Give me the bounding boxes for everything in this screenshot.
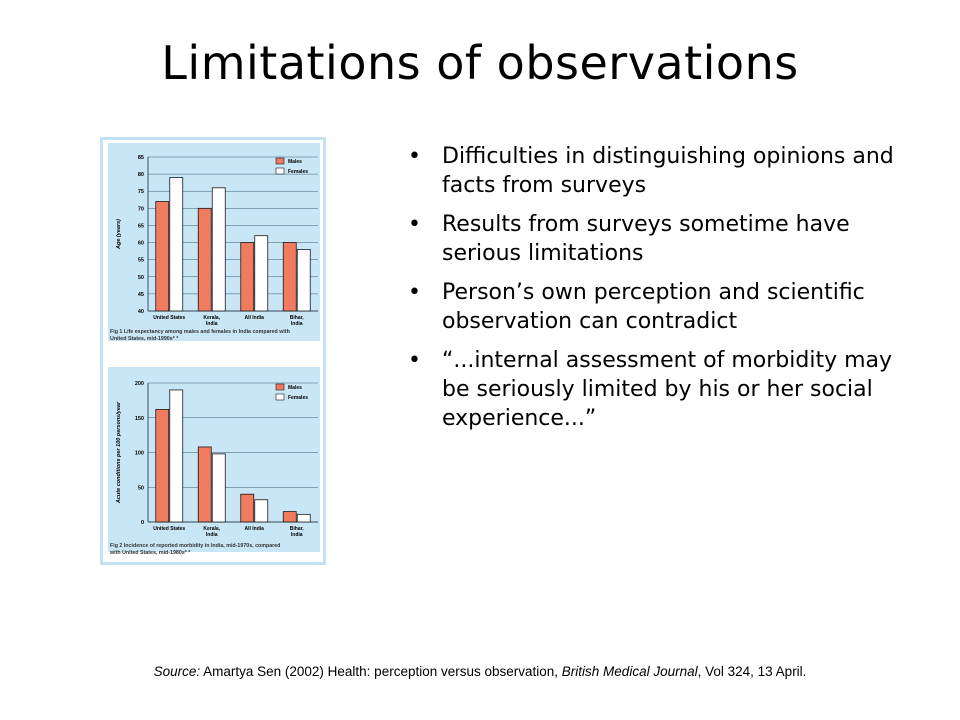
legend-swatch	[275, 393, 285, 401]
bar-females	[254, 499, 269, 523]
y-tick-label: 100	[135, 451, 144, 457]
chart-life-expectancy: 40 45 50 55 60 65 70 75 80 85 Age (years) United St…	[108, 143, 320, 342]
bar-males	[240, 242, 255, 312]
source-citation: Source: Amartya Sen (2002) Health: perce…	[0, 664, 960, 679]
bar-females	[169, 389, 184, 523]
x-tick-label: India	[291, 532, 303, 538]
y-tick-label: 55	[138, 258, 144, 264]
x-tick-label: India	[206, 532, 218, 538]
figure-caption: Fig 1 Life expectancy among males and fe…	[110, 329, 290, 335]
y-axis-label: Acute conditions per 100 persons/year	[116, 401, 122, 504]
y-tick-label: 45	[138, 292, 144, 298]
bar-females	[169, 177, 184, 312]
bar-males	[282, 511, 297, 523]
y-tick-label: 65	[138, 223, 144, 229]
bar-males	[155, 201, 170, 312]
y-tick-label: 200	[135, 381, 144, 387]
legend-label: Males	[288, 159, 302, 165]
bar-females	[296, 513, 311, 523]
y-tick-label: 60	[138, 241, 144, 247]
x-tick-label: Kerala,	[203, 315, 220, 321]
bar-males	[197, 446, 212, 523]
x-tick-label: All India	[245, 526, 265, 532]
x-tick-label: Bihar,	[290, 526, 305, 532]
bullet-item: “...internal assessment of morbidity may…	[400, 346, 920, 433]
legend-swatch	[275, 383, 285, 391]
x-tick-label: Bihar,	[290, 315, 305, 321]
x-tick-label: India	[206, 321, 218, 327]
legend-swatch	[275, 167, 285, 175]
source-authors: Amartya Sen (2002) Health: perception ve…	[200, 664, 562, 679]
y-tick-label: 50	[138, 485, 144, 491]
bar-males	[197, 207, 212, 312]
bar-males	[282, 242, 297, 312]
bar-females	[296, 249, 311, 312]
bar-females	[211, 187, 226, 312]
bullet-list: Difficulties in distinguishing opinions …	[400, 142, 920, 443]
y-tick-label: 0	[141, 520, 144, 526]
figure-caption: Fig 2 Incidence of reported morbidity in…	[110, 543, 280, 549]
y-tick-label: 85	[138, 155, 144, 161]
source-details: , Vol 324, 13 April.	[697, 664, 807, 679]
source-journal: British Medical Journal	[561, 664, 698, 679]
y-tick-label: 75	[138, 189, 144, 195]
y-tick-label: 70	[138, 206, 144, 212]
y-tick-label: 150	[135, 416, 144, 422]
legend-label: Males	[288, 385, 302, 391]
legend-label: Females	[288, 395, 308, 401]
bar-females	[211, 453, 226, 523]
bullet-item: Results from surveys sometime have serio…	[400, 210, 920, 268]
chart-morbidity: 0 50 100 150 200 Acute conditions per 100 per…	[108, 367, 320, 556]
x-tick-label: India	[291, 321, 303, 327]
bar-females	[254, 235, 269, 312]
x-tick-label: United States	[153, 526, 185, 532]
bullet-item: Person’s own perception and scientific o…	[400, 278, 920, 336]
bar-males	[155, 409, 170, 523]
y-tick-label: 80	[138, 172, 144, 178]
legend-label: Females	[288, 169, 308, 175]
figure-panel: 40 45 50 55 60 65 70 75 80 85 Age (years) United St…	[100, 137, 326, 565]
source-label: Source:	[153, 664, 201, 679]
slide-title: Limitations of observations	[161, 36, 799, 90]
figure-caption: United States, mid-1990s* *	[110, 336, 179, 342]
y-tick-label: 50	[138, 275, 144, 281]
x-tick-label: United States	[153, 315, 185, 321]
x-tick-label: Kerala,	[203, 526, 220, 532]
y-axis-label: Age (years)	[116, 219, 122, 250]
x-tick-label: All India	[245, 315, 265, 321]
bar-males	[240, 493, 255, 523]
y-tick-label: 40	[138, 309, 144, 315]
figure-caption: with United States, mid-1980s* *	[109, 550, 191, 556]
bullet-item: Difficulties in distinguishing opinions …	[400, 142, 920, 200]
legend-swatch	[275, 157, 285, 165]
